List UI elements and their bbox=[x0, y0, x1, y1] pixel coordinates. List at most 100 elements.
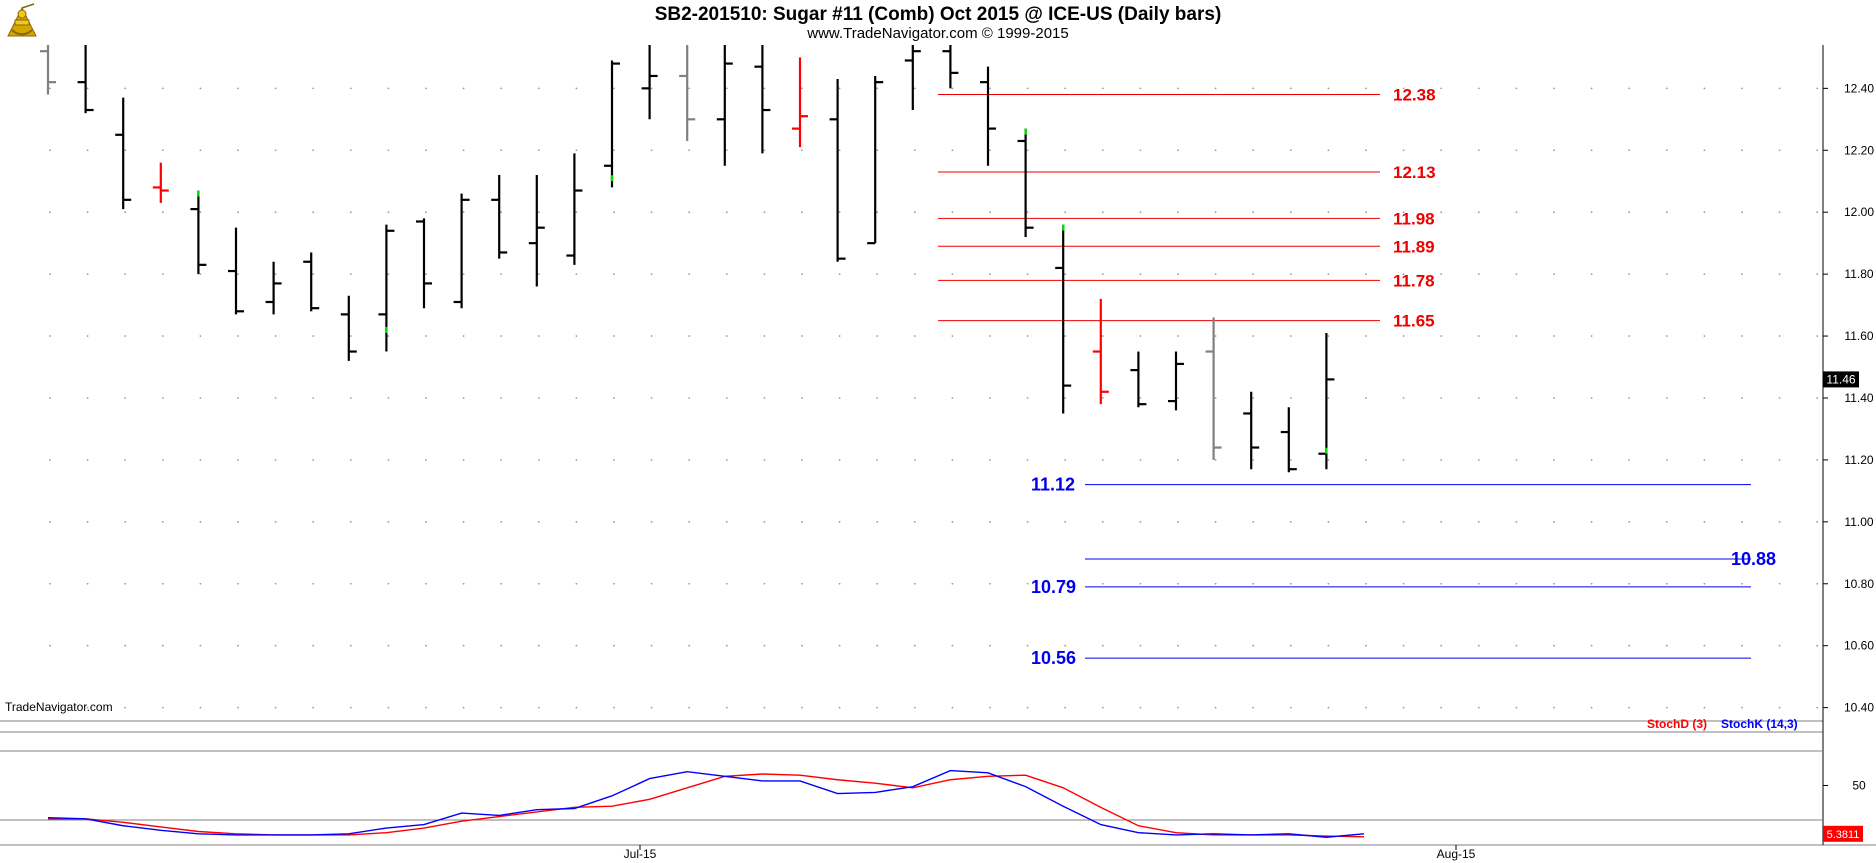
grid-dot bbox=[951, 644, 954, 647]
grid-dot bbox=[49, 87, 51, 90]
grid-dot bbox=[387, 335, 390, 337]
grid-dot bbox=[951, 582, 954, 585]
grid-dot bbox=[838, 273, 841, 276]
grid-dot bbox=[274, 644, 277, 647]
grid-dot bbox=[274, 397, 277, 399]
grid-dot bbox=[387, 706, 390, 709]
grid-dot bbox=[49, 706, 51, 709]
grid-dot bbox=[237, 520, 239, 523]
grid-dot bbox=[161, 520, 164, 523]
grid-dot bbox=[688, 520, 691, 523]
grid-dot bbox=[1665, 335, 1668, 337]
grid-dot bbox=[613, 149, 615, 152]
grid-dot bbox=[801, 335, 803, 337]
grid-dot bbox=[1628, 149, 1631, 152]
grid-dot bbox=[124, 582, 127, 585]
grid-dot bbox=[1252, 706, 1255, 709]
grid-dot bbox=[199, 582, 202, 585]
grid-dot bbox=[1214, 149, 1217, 152]
grid-dot bbox=[838, 87, 841, 90]
grid-dot bbox=[1816, 87, 1819, 90]
grid-dot bbox=[1628, 397, 1631, 399]
price-tick-label: 11.80 bbox=[1844, 267, 1873, 281]
grid-dot bbox=[989, 582, 991, 585]
grid-dot bbox=[838, 397, 841, 399]
grid-dot bbox=[387, 582, 390, 585]
grid-dot bbox=[274, 211, 277, 214]
grid-dot bbox=[1139, 459, 1142, 461]
grid-dot bbox=[1515, 87, 1518, 90]
grid-dot bbox=[876, 211, 879, 214]
resistance-label: 11.65 bbox=[1393, 312, 1435, 331]
grid-dot bbox=[1402, 335, 1405, 337]
grid-dot bbox=[1026, 644, 1029, 647]
grid-dot bbox=[989, 397, 991, 399]
grid-dot bbox=[801, 87, 803, 90]
grid-dot bbox=[537, 397, 540, 399]
grid-dot bbox=[1778, 459, 1781, 461]
last-price-badge bbox=[1823, 371, 1859, 388]
grid-dot bbox=[500, 582, 503, 585]
grid-dot bbox=[1214, 335, 1217, 337]
grid-dot bbox=[124, 397, 127, 399]
grid-dot bbox=[124, 87, 127, 90]
stoch-d-line bbox=[48, 773, 1365, 838]
grid-dot bbox=[349, 397, 352, 399]
grid-dot bbox=[951, 397, 954, 399]
grid-dot bbox=[989, 459, 991, 461]
grid-dot bbox=[575, 87, 578, 90]
grid-dot bbox=[913, 87, 916, 90]
time-axis: Jul-15 Aug-15 bbox=[624, 845, 1476, 861]
grid-dot bbox=[1327, 335, 1330, 337]
grid-dot bbox=[1628, 644, 1631, 647]
grid-dot bbox=[1139, 149, 1142, 152]
grid-dot bbox=[1289, 644, 1292, 647]
grid-dot bbox=[1741, 273, 1743, 276]
grid-dot bbox=[1101, 87, 1104, 90]
grid-dot bbox=[1440, 644, 1443, 647]
grid-dot bbox=[1628, 706, 1631, 709]
grid-dot bbox=[725, 397, 728, 399]
grid-dot bbox=[1214, 644, 1217, 647]
grid-dot bbox=[876, 459, 879, 461]
grid-dot bbox=[801, 520, 803, 523]
grid-dot bbox=[86, 397, 89, 399]
grid-dot bbox=[1741, 644, 1743, 647]
grid-dot bbox=[199, 644, 202, 647]
grid-dot bbox=[1289, 87, 1292, 90]
grid-dot bbox=[1139, 706, 1142, 709]
grid-dot bbox=[1365, 582, 1367, 585]
stoch-last-label: 5.3811 bbox=[1827, 829, 1860, 841]
grid-dot bbox=[1026, 273, 1029, 276]
grid-dot bbox=[312, 459, 315, 461]
grid-dot bbox=[1553, 211, 1555, 214]
grid-dot bbox=[1101, 644, 1104, 647]
grid-dot bbox=[1177, 273, 1179, 276]
grid-dot bbox=[1816, 211, 1819, 214]
grid-dot bbox=[49, 397, 51, 399]
grid-dot bbox=[1026, 335, 1029, 337]
grid-dot bbox=[425, 335, 427, 337]
grid-dot bbox=[537, 644, 540, 647]
grid-dot bbox=[1703, 211, 1706, 214]
grid-dot bbox=[1402, 211, 1405, 214]
grid-dot bbox=[989, 149, 991, 152]
grid-dot bbox=[1177, 459, 1179, 461]
grid-dot bbox=[1177, 644, 1179, 647]
grid-dot bbox=[161, 335, 164, 337]
grid-dot bbox=[161, 582, 164, 585]
grid-dot bbox=[1741, 149, 1743, 152]
grid-dot bbox=[1064, 706, 1067, 709]
grid-dot bbox=[1628, 459, 1631, 461]
grid-dot bbox=[462, 520, 465, 523]
grid-dot bbox=[1778, 644, 1781, 647]
grid-dot bbox=[537, 273, 540, 276]
grid-dot bbox=[725, 706, 728, 709]
grid-dot bbox=[237, 149, 239, 152]
grid-dot bbox=[575, 644, 578, 647]
grid-dot bbox=[462, 582, 465, 585]
grid-dot bbox=[838, 582, 841, 585]
grid-dot bbox=[349, 335, 352, 337]
grid-dot bbox=[462, 87, 465, 90]
